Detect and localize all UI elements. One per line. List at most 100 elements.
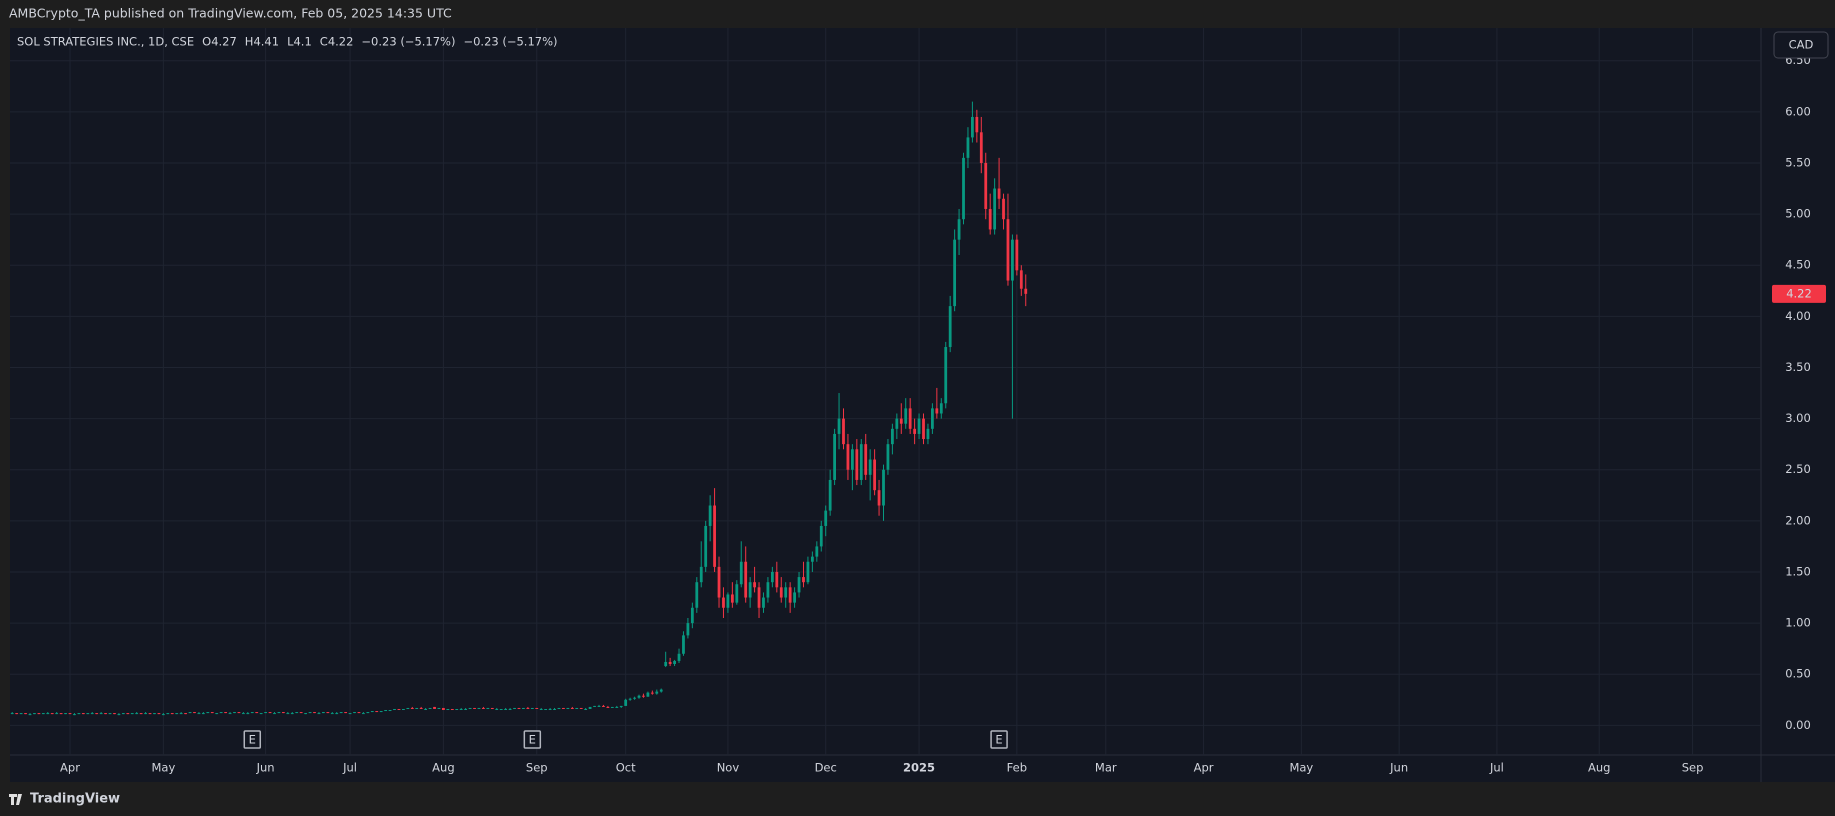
candle-body xyxy=(95,713,99,715)
candle-body xyxy=(624,699,628,706)
candle-body xyxy=(68,713,72,715)
candle-body xyxy=(219,712,223,714)
candle-body xyxy=(375,711,379,713)
candle-body xyxy=(810,556,814,562)
header-bar xyxy=(0,0,1835,28)
change-label: −0.23 (−5.17%) xyxy=(463,35,557,49)
candle-body xyxy=(330,713,334,715)
candle-body xyxy=(606,706,610,708)
candle-body xyxy=(406,707,410,709)
candle-body xyxy=(708,505,712,526)
candle-body xyxy=(1024,288,1028,294)
candle-body xyxy=(126,713,130,715)
candle-body xyxy=(615,706,619,708)
candle-body xyxy=(264,712,268,714)
currency-button[interactable] xyxy=(1773,31,1829,59)
candle-body xyxy=(175,713,179,715)
ohlc-value: 4.41 xyxy=(253,35,279,49)
y-tick-label: 4.50 xyxy=(1785,258,1811,272)
candle-body xyxy=(366,712,370,714)
last-price-box xyxy=(1772,284,1826,303)
candle-body xyxy=(1006,219,1010,281)
change-label: −0.23 (−5.17%) xyxy=(361,35,455,49)
candle-body xyxy=(108,713,112,715)
event-marker xyxy=(523,730,542,749)
x-tick-label: May xyxy=(1289,761,1313,775)
ohlc-label: C xyxy=(320,35,328,49)
y-tick-label: 4.00 xyxy=(1785,309,1811,323)
candle-body xyxy=(957,219,961,240)
candle-body xyxy=(317,713,321,715)
candle-body xyxy=(59,713,63,715)
candle-body xyxy=(299,712,303,714)
ohlc-value: 4.27 xyxy=(211,35,237,49)
candle-body xyxy=(468,707,472,709)
candle-body xyxy=(837,418,841,434)
candle-body xyxy=(237,712,241,714)
candle-body xyxy=(833,433,837,480)
candle-body xyxy=(99,713,103,715)
candle-body xyxy=(530,707,534,709)
candle-body xyxy=(846,444,850,470)
candle-body xyxy=(277,712,281,714)
x-tick-label: Apr xyxy=(60,761,80,775)
candle-body xyxy=(415,707,419,709)
candle-body xyxy=(704,525,708,567)
candle-body xyxy=(819,525,823,547)
candle-body xyxy=(562,707,565,709)
currency-label[interactable]: CAD xyxy=(1789,38,1814,52)
candle-body xyxy=(646,692,650,697)
candle-body xyxy=(233,712,236,714)
candle-body xyxy=(850,449,854,470)
candle-body xyxy=(997,188,1001,199)
candle-body xyxy=(41,713,45,715)
candle-body xyxy=(210,712,214,714)
candle-body xyxy=(793,592,796,603)
candle-body xyxy=(290,713,294,715)
candle-body xyxy=(215,713,219,715)
candle-body xyxy=(113,713,116,715)
candle-body xyxy=(686,623,690,636)
candle-body xyxy=(81,713,85,715)
candle-body xyxy=(224,712,227,714)
y-tick-label: 3.50 xyxy=(1785,360,1811,374)
candle-body xyxy=(619,705,623,707)
candle-body xyxy=(304,713,308,715)
candle-body xyxy=(504,708,508,710)
candle-body xyxy=(353,712,356,714)
candle-body xyxy=(246,713,250,715)
event-marker xyxy=(990,730,1008,749)
candle-body xyxy=(339,712,343,714)
brand-logo xyxy=(9,794,22,805)
candle-body xyxy=(10,713,14,715)
candle-body xyxy=(828,479,832,511)
candle-body xyxy=(486,707,490,709)
candle-body xyxy=(930,408,934,429)
candle-body xyxy=(979,132,983,163)
candle-body xyxy=(637,695,641,698)
candle-body xyxy=(797,577,801,593)
candle-body xyxy=(659,689,663,692)
x-tick-label: Sep xyxy=(1682,761,1704,775)
candle-body xyxy=(610,706,614,708)
candle-body xyxy=(944,347,948,404)
candle-body xyxy=(135,713,139,715)
candle-body xyxy=(197,713,201,715)
candle-body xyxy=(446,708,450,711)
candle-body xyxy=(717,566,721,598)
footer-bar xyxy=(0,782,1835,816)
candle-body xyxy=(935,408,939,414)
candle-body xyxy=(682,635,685,654)
y-tick-label: 1.00 xyxy=(1785,616,1811,630)
candle-body xyxy=(321,712,325,714)
candle-body xyxy=(842,418,845,445)
candle-body xyxy=(437,707,441,709)
candle-body xyxy=(241,713,245,715)
candle-body xyxy=(913,428,917,434)
chart-area xyxy=(10,28,1835,782)
x-tick-label: Dec xyxy=(815,761,837,775)
candle-body xyxy=(926,428,930,440)
candle-body xyxy=(370,711,374,713)
candle-body xyxy=(206,712,210,714)
candle-body xyxy=(513,707,516,709)
